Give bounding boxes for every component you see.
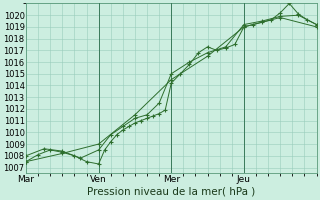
X-axis label: Pression niveau de la mer( hPa ): Pression niveau de la mer( hPa )	[87, 187, 255, 197]
